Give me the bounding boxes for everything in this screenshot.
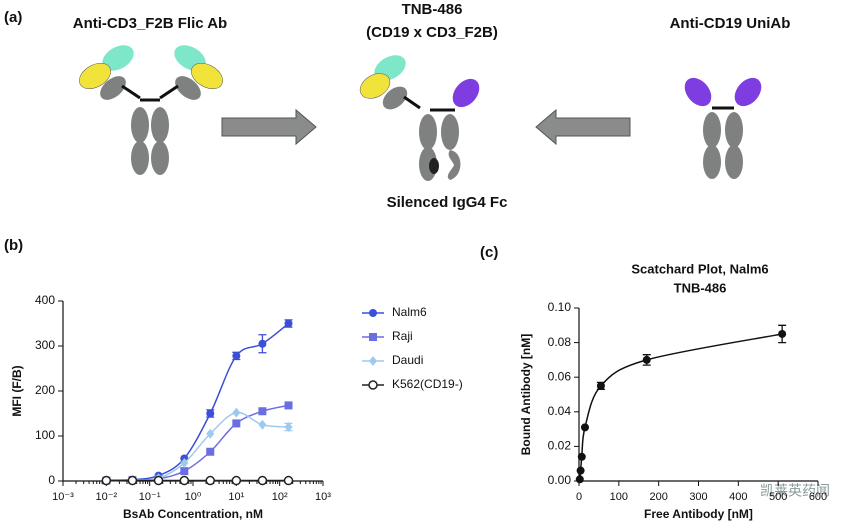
x-tick-label: 300 (689, 491, 707, 503)
arrow-right (221, 108, 317, 146)
chart-title: TNB-486 (674, 280, 727, 295)
marker (101, 475, 112, 486)
y-axis-label: MFI (F/B) (10, 365, 24, 416)
x-axis-label: BsAb Concentration, nM (123, 507, 263, 521)
x-axis-label: Free Antibody [nM] (644, 507, 753, 521)
x-tick-label: 100 (610, 491, 628, 503)
legend-label: Daudi (392, 353, 423, 367)
x-tick-label: 500 (769, 491, 787, 503)
watermark: 凯莱英药闻 (760, 483, 830, 499)
marker (127, 475, 138, 486)
chart: (b) BsAb Concentration, nM MFI (F/B) 0 100 20… (4, 237, 463, 521)
y-axis-label: Bound Antibody [nM] (519, 334, 533, 456)
x-tick-label: 400 (729, 491, 747, 503)
marker (205, 475, 215, 486)
x-tick-label: 200 (649, 491, 667, 503)
x-tick-label: 10⁻³ (52, 491, 74, 503)
marker (232, 419, 241, 428)
marker (576, 466, 585, 475)
legend-label: Nalm6 (392, 305, 427, 319)
marker (778, 329, 787, 338)
marker (577, 452, 586, 461)
y-tick-label: 300 (35, 338, 55, 352)
marker (258, 419, 267, 430)
marker (257, 475, 268, 486)
panel-a: (a) Anti-CD3_F2B Flic Ab TNB-486 (CD19 x… (4, 1, 790, 211)
x-tick-label: 10² (272, 491, 288, 503)
legend-marker (368, 380, 378, 390)
marker (258, 407, 267, 416)
y-tick-label: 0.00 (548, 473, 572, 487)
y-tick-label: 0.02 (548, 439, 572, 453)
panel-label: (c) (480, 244, 498, 261)
y-tick-label: 0.06 (548, 369, 572, 383)
y-tick-label: 400 (35, 293, 55, 307)
marker (283, 475, 294, 486)
y-tick-label: 200 (35, 383, 55, 397)
marker (580, 423, 589, 432)
legend-marker (369, 356, 377, 366)
antibody-caption: Silenced IgG4 Fc (387, 194, 508, 211)
marker (596, 381, 605, 390)
x-tick-label: 10³ (315, 491, 331, 503)
marker (153, 475, 164, 486)
antibody-title: Anti-CD19 UniAb (670, 15, 791, 32)
x-tick-label: 0 (576, 491, 582, 503)
marker (179, 475, 190, 486)
marker (284, 422, 293, 432)
fit-curve (579, 333, 783, 480)
chart-title: Scatchard Plot, Nalm6 (631, 261, 768, 276)
marker (284, 401, 293, 410)
marker (206, 409, 215, 418)
right-antibody (684, 77, 762, 179)
center-antibody (359, 55, 480, 181)
antibody-title: TNB-486 (402, 1, 463, 18)
x-tick-label: 10⁰ (185, 491, 202, 503)
arrow-left (535, 108, 631, 146)
fit-curve (106, 404, 289, 482)
marker (231, 475, 242, 486)
y-tick-label: 0.08 (548, 335, 572, 349)
marker (180, 458, 189, 468)
chart: (c) Scatchard Plot, Nalm6 TNB-486 Free Anti… (480, 244, 827, 521)
y-tick-label: 0.10 (548, 300, 572, 314)
legend-marker (369, 309, 377, 317)
panel-label: (a) (4, 9, 22, 26)
x-tick-label: 10⁻¹ (139, 491, 161, 503)
panel-label: (b) (4, 237, 23, 254)
legend-label: K562(CD19-) (392, 377, 463, 391)
marker (575, 475, 584, 484)
left-antibody (79, 45, 223, 175)
antibody-title: (CD19 x CD3_F2B) (366, 24, 498, 41)
x-tick-label: 600 (809, 491, 827, 503)
marker (206, 428, 215, 439)
antibody-title: Anti-CD3_F2B Flic Ab (73, 15, 227, 32)
marker (206, 447, 215, 456)
legend-label: Raji (392, 329, 413, 343)
y-tick-label: 0.04 (548, 404, 572, 418)
marker (284, 319, 293, 328)
marker (232, 407, 241, 418)
legend-marker (369, 333, 377, 341)
x-tick-label: 10¹ (228, 491, 244, 503)
y-tick-label: 100 (35, 428, 55, 442)
y-tick-label: 0 (48, 473, 55, 487)
marker (180, 467, 189, 476)
marker (642, 355, 651, 364)
marker (258, 339, 267, 348)
marker (232, 351, 241, 360)
x-tick-label: 10⁻² (95, 491, 117, 503)
